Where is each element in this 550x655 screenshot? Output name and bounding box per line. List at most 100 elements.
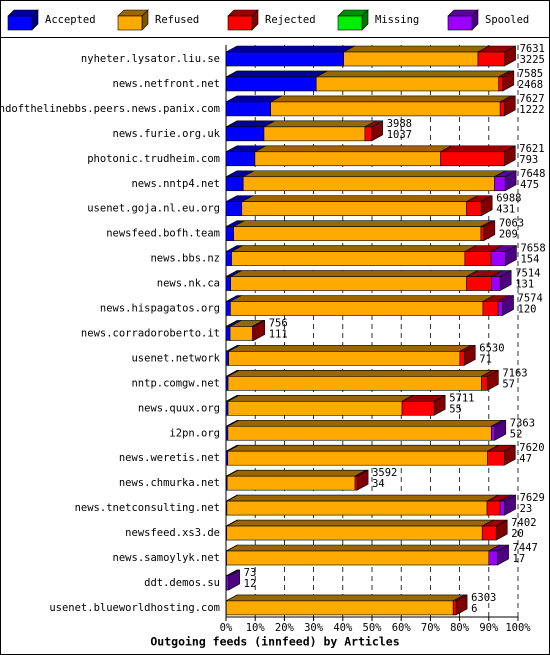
bar-segment [481,369,499,391]
x-tick-label: 100% [505,622,531,634]
bar-face [226,550,490,566]
bar-segment [230,294,495,317]
bar-segment [226,544,501,566]
bar-face [315,76,500,92]
legend-label: Spooled [485,14,529,26]
bar-face [231,251,466,266]
legend-swatch [227,15,253,31]
bar-face [263,126,366,142]
bar-face [226,525,483,541]
bar-segment [487,444,516,466]
bar-segment [227,419,503,441]
bar-face [226,594,465,602]
y-tick-label: newsfeed.xs3.de [125,527,220,539]
bar-face [225,276,231,291]
accepted-label: 47 [519,453,532,465]
bar-face [225,76,317,92]
bar-face [343,51,479,67]
accepted-label: 131 [515,279,534,291]
accepted-label: 1037 [387,129,412,141]
bar-segment [480,220,496,242]
bar-face [242,176,495,192]
bar-face [226,500,488,516]
bar-face [480,226,485,241]
bar-segment [498,70,515,92]
y-tick-label: newsfeed.bofh.team [106,228,220,240]
legend-swatch [447,15,473,31]
legend-label: Refused [155,14,199,26]
y-tick-label: nyheter.lysator.liu.se [81,53,220,65]
total-label: 73 [244,567,257,579]
bar-face [225,101,271,117]
bar-segment [315,70,511,92]
x-tick-label: 80% [450,622,470,634]
bar-face [254,145,452,153]
total-label: 7514 [515,268,540,280]
bar-segment [251,319,266,341]
bar-segment [497,294,514,317]
y-tick-label: i2pn.org [169,427,220,439]
bar-segment [242,170,506,192]
y-tick-label: news.bbs.nz [150,253,220,265]
bar-face [243,170,506,178]
bar-face [486,500,501,516]
bar-face [466,201,482,216]
y-tick-label: news.furie.org.uk [113,128,221,140]
bar-segment [227,369,493,391]
y-tick-label: endofthelinebbs.peers.news.panix.com [0,103,220,115]
bar-face [230,301,484,316]
bar-face [225,301,231,316]
accepted-label: 431 [496,204,515,216]
bar-face [226,475,356,491]
y-tick-label: usenet.blueworldhosting.com [49,602,220,614]
bar-segment [227,444,499,466]
bar-face [440,145,516,153]
bar-face [491,276,501,291]
bar-face [227,400,403,416]
x-tick-label: 0% [220,622,233,634]
accepted-label: 55 [449,403,462,415]
y-tick-label: ddt.demos.su [144,577,220,589]
x-tick-label: 70% [421,622,441,634]
total-label: 7363 [510,417,535,429]
y-tick-label: usenet.network [131,352,220,364]
bar-segment [233,220,493,242]
bar-face [227,469,367,477]
accepted-label: 6 [471,603,477,615]
bar-face [225,251,232,266]
y-tick-label: usenet.goja.nl.eu.org [87,203,220,215]
x-tick-label: 20% [275,622,295,634]
total-label: 3592 [372,467,397,479]
bar-face [225,70,328,78]
bar-segment [499,95,516,117]
bar-face [440,151,505,167]
total-label: 7574 [518,293,543,305]
bar-segment [254,145,452,167]
bar-segment [241,195,478,217]
accepted-label: 793 [519,154,538,166]
x-axis-title: Outgoing feeds (innfeed) by Articles [150,635,399,649]
total-label: 7585 [518,68,543,80]
bar-face [459,351,465,366]
y-tick-label: news.hispagatos.org [100,303,220,315]
bar-face [270,95,512,103]
bar-segment [459,344,476,366]
bar-face [225,201,243,216]
bar-face [343,45,490,53]
bar-face [488,550,498,566]
bar-face [225,45,355,53]
y-tick-label: news.samoylyk.net [113,552,220,564]
total-label: 6988 [496,193,521,205]
bar-segment [364,120,384,142]
bar-segment [231,245,477,267]
accepted-label: 209 [499,229,518,241]
bar-face [233,226,482,241]
bar-face [251,326,255,341]
x-tick-label: 10% [246,622,266,634]
total-label: 7447 [513,542,538,554]
accepted-label: 111 [269,328,288,340]
total-label: 7620 [519,442,544,454]
bar-face [490,425,496,441]
bar-face [477,51,505,67]
